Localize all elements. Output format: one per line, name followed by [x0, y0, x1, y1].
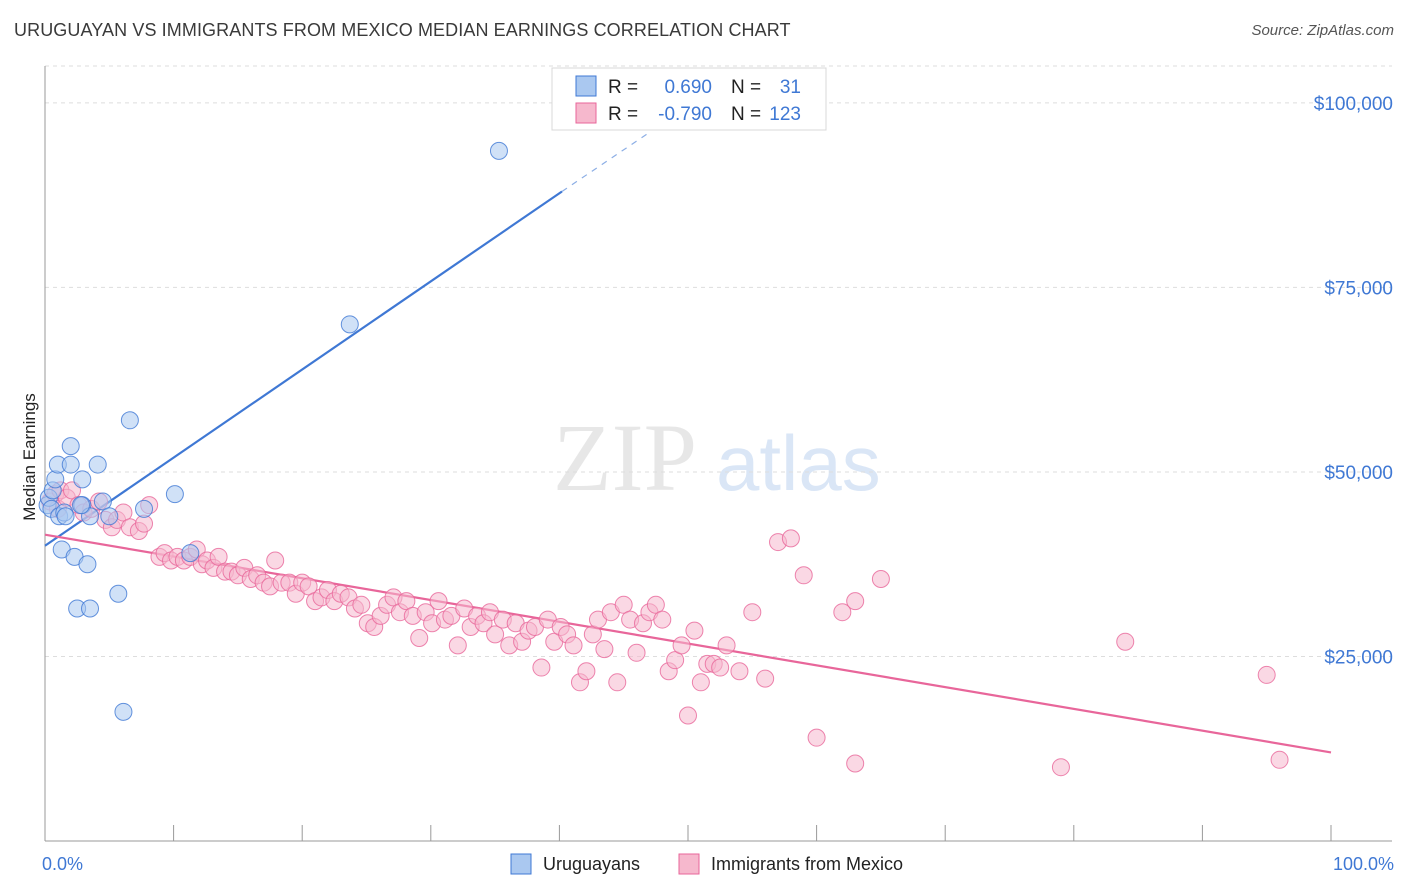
mexico-point [448, 636, 467, 655]
legend-box [551, 67, 827, 131]
mexico-point [679, 706, 697, 725]
mexico-point [730, 662, 749, 681]
watermark-atlas: atlas [716, 419, 881, 507]
mexico-point [691, 673, 710, 692]
legend-n-label-1: N = [731, 77, 761, 98]
mexico-point [672, 636, 691, 655]
legend-swatch-pink [575, 102, 597, 124]
mexico-point [608, 673, 627, 692]
source-label: Source: ZipAtlas.com [1251, 22, 1394, 39]
correlation-legend: R = 0.690 N = 31 R = -0.790 N = 123 [551, 67, 827, 131]
uruguayan-point [489, 141, 508, 160]
uruguayan-point [109, 584, 128, 603]
mexico-point [532, 658, 551, 677]
legend-n-label-2: N = [731, 104, 761, 125]
mexico-point [756, 669, 775, 688]
uruguayan-trend-line [44, 190, 563, 547]
legend-r-label-2: R = [608, 104, 638, 125]
mexico-point [486, 625, 505, 644]
uruguayan-point [61, 437, 80, 456]
legend-swatch-blue [575, 75, 597, 97]
series-legend-swatch-mexico [678, 853, 700, 875]
watermark: ZIP atlas [553, 404, 881, 511]
uruguayan-trend-extension [561, 131, 650, 192]
uruguayan-point [165, 485, 184, 504]
y-tick-label: $75,000 [1324, 278, 1393, 299]
watermark-zip: ZIP [553, 404, 697, 511]
mexico-point [846, 754, 865, 773]
uruguayan-point [135, 499, 154, 518]
uruguayan-point [61, 455, 80, 474]
mexico-point [577, 662, 596, 681]
mexico-point [794, 566, 813, 585]
data-points [38, 141, 1289, 777]
legend-r-value-2: -0.790 [658, 104, 712, 125]
uruguayan-point [73, 470, 92, 489]
y-tick-label: $50,000 [1324, 463, 1393, 484]
mexico-point [1257, 665, 1276, 684]
chart-title: URUGUAYAN VS IMMIGRANTS FROM MEXICO MEDI… [14, 20, 791, 40]
series-legend: Uruguayans Immigrants from Mexico [510, 853, 903, 875]
mexico-point [266, 551, 285, 570]
series-legend-label-mexico: Immigrants from Mexico [711, 854, 903, 874]
legend-r-value-1: 0.690 [664, 77, 712, 98]
mexico-point [595, 640, 614, 659]
mexico-point [871, 569, 890, 588]
mexico-point [685, 621, 704, 640]
mexico-point [711, 658, 730, 677]
uruguayan-point [88, 455, 107, 474]
y-tick-label: $25,000 [1324, 647, 1393, 668]
legend-n-value-1: 31 [780, 77, 801, 98]
legend-r-label-1: R = [608, 77, 638, 98]
y-tick-label: $100,000 [1314, 94, 1393, 115]
uruguayan-point [181, 544, 200, 563]
mexico-point [846, 592, 865, 611]
mexico-point [1270, 750, 1289, 769]
uruguayan-point [114, 702, 133, 721]
x-tick-label-start: 0.0% [42, 854, 83, 874]
y-axis-title: Median Earnings [20, 393, 39, 521]
axes [44, 66, 1392, 842]
uruguayan-point [100, 507, 119, 526]
mexico-point [1116, 632, 1135, 651]
mexico-point [833, 603, 852, 622]
uruguayan-point [340, 315, 359, 334]
uruguayan-point [78, 555, 97, 574]
mexico-point [1051, 758, 1070, 777]
mexico-point [717, 636, 736, 655]
mexico-point [410, 629, 429, 648]
mexico-point [807, 728, 826, 747]
uruguayan-point [46, 470, 65, 489]
y-tick-labels: $25,000 $50,000 $75,000 $100,000 [1314, 94, 1393, 669]
mexico-point [781, 529, 800, 548]
mexico-point [653, 610, 672, 629]
uruguayan-point [81, 599, 100, 618]
series-legend-label-uruguayans: Uruguayans [543, 854, 640, 874]
mexico-point [429, 592, 448, 611]
x-tick-label-end: 100.0% [1333, 854, 1394, 874]
mexico-point [352, 595, 371, 614]
mexico-point [743, 603, 762, 622]
uruguayan-point [120, 411, 139, 430]
mexico-point [564, 636, 583, 655]
uruguayan-point [56, 507, 75, 526]
legend-n-value-2: 123 [769, 104, 801, 125]
uruguayan-point [72, 496, 91, 515]
series-legend-swatch-uruguayans [510, 853, 532, 875]
mexico-point [627, 643, 646, 662]
